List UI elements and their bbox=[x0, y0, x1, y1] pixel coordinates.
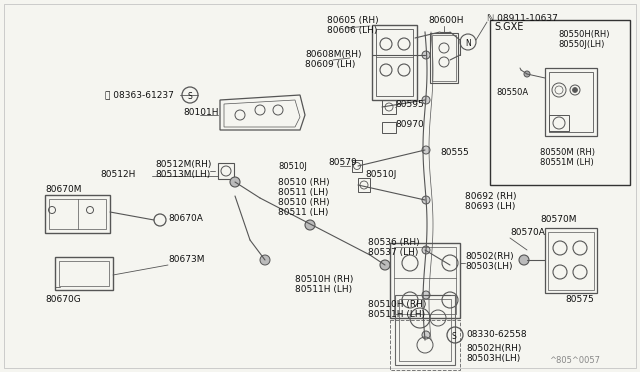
Text: 80512H: 80512H bbox=[100, 170, 136, 179]
Text: 80550H(RH)
80550J(LH): 80550H(RH) 80550J(LH) bbox=[558, 30, 609, 49]
Circle shape bbox=[573, 87, 577, 93]
Text: S.GXE: S.GXE bbox=[494, 22, 524, 32]
Text: S: S bbox=[187, 92, 192, 101]
Bar bbox=[399, 299, 451, 361]
Bar bbox=[432, 35, 456, 81]
Text: 80550M (RH)
80551M (LH): 80550M (RH) 80551M (LH) bbox=[540, 148, 595, 167]
Circle shape bbox=[380, 260, 390, 270]
Text: 80536 (RH)
80537 (LH): 80536 (RH) 80537 (LH) bbox=[368, 238, 420, 257]
Text: S: S bbox=[452, 332, 457, 341]
Text: ^805^0057: ^805^0057 bbox=[549, 356, 600, 365]
Text: 80605 (RH)
80606 (LH): 80605 (RH) 80606 (LH) bbox=[327, 16, 379, 35]
Text: 80670A: 80670A bbox=[168, 214, 203, 223]
Circle shape bbox=[260, 255, 270, 265]
Bar bbox=[490, 20, 630, 185]
Text: 80510J: 80510J bbox=[278, 162, 307, 171]
Bar bbox=[545, 68, 597, 136]
Circle shape bbox=[524, 71, 530, 77]
Text: 80512M(RH)
80513M(LH): 80512M(RH) 80513M(LH) bbox=[155, 160, 211, 179]
Bar bbox=[218, 163, 234, 179]
Bar bbox=[382, 100, 396, 114]
Text: 80595: 80595 bbox=[395, 100, 424, 109]
Circle shape bbox=[305, 220, 315, 230]
Bar bbox=[548, 232, 594, 290]
Bar bbox=[390, 243, 460, 318]
Bar bbox=[59, 261, 109, 286]
Text: 80608M(RH)
80609 (LH): 80608M(RH) 80609 (LH) bbox=[305, 50, 362, 70]
Bar bbox=[352, 160, 362, 172]
Text: ℕ 08911-10637: ℕ 08911-10637 bbox=[487, 14, 558, 23]
Text: 80510 (RH)
80511 (LH): 80510 (RH) 80511 (LH) bbox=[278, 198, 330, 217]
Text: 80600H: 80600H bbox=[428, 16, 463, 25]
Text: 80570M: 80570M bbox=[540, 215, 577, 224]
Bar bbox=[549, 72, 593, 132]
Text: 80570A: 80570A bbox=[510, 228, 545, 237]
Text: 80670G: 80670G bbox=[45, 295, 81, 304]
Text: 80692 (RH)
80693 (LH): 80692 (RH) 80693 (LH) bbox=[465, 192, 516, 211]
Text: 80510H (RH)
80511H (LH): 80510H (RH) 80511H (LH) bbox=[368, 300, 426, 320]
Text: 80555: 80555 bbox=[440, 148, 468, 157]
Bar bbox=[45, 195, 110, 233]
Text: 80970: 80970 bbox=[395, 120, 424, 129]
Text: 80101H: 80101H bbox=[183, 108, 218, 117]
Text: 80670M: 80670M bbox=[45, 185, 81, 194]
Text: 80510 (RH)
80511 (LH): 80510 (RH) 80511 (LH) bbox=[278, 178, 330, 198]
Text: Ⓢ 08363-61237: Ⓢ 08363-61237 bbox=[105, 90, 174, 99]
Bar bbox=[358, 178, 370, 192]
Bar bbox=[382, 122, 396, 133]
Text: 08330-62558: 08330-62558 bbox=[466, 330, 527, 339]
Circle shape bbox=[422, 196, 430, 204]
Circle shape bbox=[422, 51, 430, 59]
Bar bbox=[376, 29, 413, 96]
Circle shape bbox=[422, 146, 430, 154]
Text: 80510J: 80510J bbox=[365, 170, 396, 179]
Text: 80502(RH)
80503(LH): 80502(RH) 80503(LH) bbox=[465, 252, 514, 272]
Bar bbox=[55, 257, 113, 290]
Text: 80575: 80575 bbox=[565, 295, 594, 304]
Circle shape bbox=[422, 291, 430, 299]
Bar bbox=[394, 247, 456, 314]
Bar bbox=[390, 320, 460, 370]
Text: N: N bbox=[465, 39, 471, 48]
Bar bbox=[430, 33, 458, 83]
Bar bbox=[549, 115, 569, 131]
Circle shape bbox=[230, 177, 240, 187]
Bar bbox=[545, 228, 597, 293]
Bar bbox=[395, 295, 455, 365]
Bar bbox=[49, 199, 106, 229]
Text: 80579: 80579 bbox=[328, 158, 356, 167]
Bar bbox=[372, 25, 417, 100]
Text: 80510H (RH)
80511H (LH): 80510H (RH) 80511H (LH) bbox=[295, 275, 353, 294]
Text: 80502H(RH)
80503H(LH): 80502H(RH) 80503H(LH) bbox=[466, 344, 522, 363]
Text: 80673M: 80673M bbox=[168, 255, 205, 264]
Text: 80550A: 80550A bbox=[496, 88, 528, 97]
Circle shape bbox=[422, 96, 430, 104]
Circle shape bbox=[422, 331, 430, 339]
Circle shape bbox=[422, 246, 430, 254]
Circle shape bbox=[519, 255, 529, 265]
